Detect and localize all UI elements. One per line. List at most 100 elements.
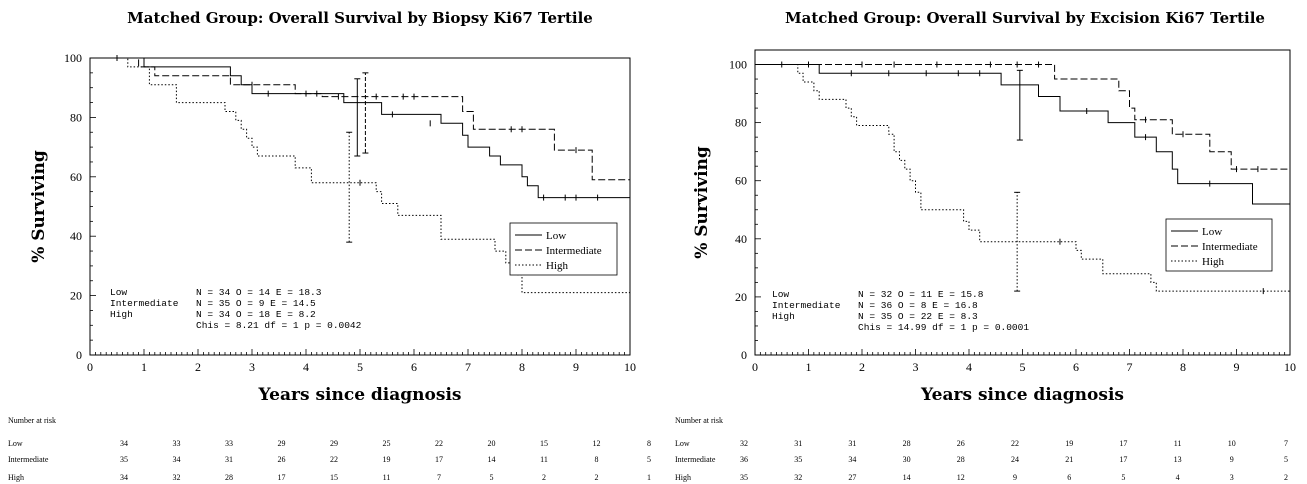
risk-cell: 33 bbox=[225, 439, 233, 448]
risk-row-label: Low bbox=[675, 439, 690, 448]
risk-cell: 21 bbox=[1065, 455, 1073, 464]
risk-cell: 24 bbox=[1011, 455, 1019, 464]
x-tick-label: 1 bbox=[141, 360, 147, 374]
risk-row-label: Low bbox=[8, 439, 23, 448]
stats-group-label: High bbox=[772, 311, 795, 322]
risk-cell: 28 bbox=[225, 473, 233, 482]
stats-group-label: Low bbox=[110, 287, 127, 298]
x-tick-label: 4 bbox=[303, 360, 309, 374]
legend-label: High bbox=[1202, 256, 1225, 268]
stats-group-label: High bbox=[110, 309, 133, 320]
risk-cell: 27 bbox=[848, 473, 856, 482]
risk-cell: 10 bbox=[1228, 439, 1236, 448]
risk-cell: 8 bbox=[647, 439, 651, 448]
x-tick-label: 6 bbox=[1073, 360, 1079, 374]
y-tick-label: 0 bbox=[76, 348, 82, 362]
risk-cell: 12 bbox=[957, 473, 965, 482]
risk-cell: 35 bbox=[120, 455, 128, 464]
risk-cell: 26 bbox=[278, 455, 286, 464]
risk-cell: 2 bbox=[595, 473, 599, 482]
stats-values: N = 35 O = 9 E = 14.5 bbox=[196, 298, 316, 309]
risk-cell: 11 bbox=[1174, 439, 1182, 448]
risk-cell: 32 bbox=[794, 473, 802, 482]
y-tick-label: 80 bbox=[70, 110, 82, 124]
risk-cell: 28 bbox=[903, 439, 911, 448]
risk-cell: 5 bbox=[647, 455, 651, 464]
x-tick-label: 10 bbox=[1284, 360, 1296, 374]
risk-cell: 31 bbox=[794, 439, 802, 448]
risk-cell: 35 bbox=[794, 455, 802, 464]
risk-cell: 29 bbox=[278, 439, 286, 448]
risk-cell: 22 bbox=[330, 455, 338, 464]
risk-cell: 9 bbox=[1230, 455, 1234, 464]
legend-label: High bbox=[546, 260, 569, 272]
y-tick-label: 40 bbox=[70, 229, 82, 243]
risk-cell: 17 bbox=[278, 473, 286, 482]
risk-cell: 5 bbox=[1284, 455, 1288, 464]
risk-cell: 25 bbox=[383, 439, 391, 448]
risk-cell: 36 bbox=[740, 455, 748, 464]
risk-cell: 17 bbox=[435, 455, 443, 464]
x-tick-label: 7 bbox=[1127, 360, 1133, 374]
risk-cell: 19 bbox=[1065, 439, 1073, 448]
risk-row-label: High bbox=[675, 473, 691, 482]
x-tick-label: 5 bbox=[357, 360, 363, 374]
x-tick-label: 3 bbox=[913, 360, 919, 374]
risk-cell: 5 bbox=[490, 473, 494, 482]
y-tick-label: 20 bbox=[70, 289, 82, 303]
risk-cell: 4 bbox=[1176, 473, 1180, 482]
stats-group-label: Intermediate bbox=[772, 300, 841, 311]
chart-title: Matched Group: Overall Survival by Excis… bbox=[785, 9, 1265, 27]
x-tick-label: 3 bbox=[249, 360, 255, 374]
risk-cell: 34 bbox=[120, 473, 128, 482]
chart-panel-2: Matched Group: Overall Survival by Excis… bbox=[675, 9, 1296, 482]
risk-cell: 31 bbox=[848, 439, 856, 448]
stats-values: N = 34 O = 14 E = 18.3 bbox=[196, 287, 322, 298]
x-axis-label: Years since diagnosis bbox=[920, 385, 1124, 405]
risk-cell: 19 bbox=[383, 455, 391, 464]
x-tick-label: 1 bbox=[806, 360, 812, 374]
risk-cell: 22 bbox=[1011, 439, 1019, 448]
risk-row-label: Intermediate bbox=[8, 455, 49, 464]
stats-values: N = 34 O = 18 E = 8.2 bbox=[196, 309, 316, 320]
risk-cell: 5 bbox=[1121, 473, 1125, 482]
x-tick-label: 7 bbox=[465, 360, 471, 374]
risk-cell: 2 bbox=[1284, 473, 1288, 482]
x-tick-label: 2 bbox=[195, 360, 201, 374]
risk-cell: 6 bbox=[1067, 473, 1071, 482]
risk-cell: 26 bbox=[957, 439, 965, 448]
x-tick-label: 2 bbox=[859, 360, 865, 374]
risk-cell: 34 bbox=[173, 455, 181, 464]
risk-table-heading: Number at risk bbox=[675, 416, 723, 425]
risk-cell: 14 bbox=[488, 455, 496, 464]
risk-cell: 11 bbox=[540, 455, 548, 464]
y-tick-label: 60 bbox=[735, 174, 747, 188]
stats-block: Low N = 34 O = 14 E = 18.3 Intermediate N =… bbox=[110, 287, 362, 331]
risk-cell: 33 bbox=[173, 439, 181, 448]
risk-cell: 31 bbox=[225, 455, 233, 464]
survival-curve-high bbox=[755, 64, 1290, 292]
risk-cell: 11 bbox=[383, 473, 391, 482]
stats-values: N = 32 O = 11 E = 15.8 bbox=[858, 289, 984, 300]
stats-block: Low N = 32 O = 11 E = 15.8 Intermediate N =… bbox=[772, 289, 1029, 333]
x-axis-label: Years since diagnosis bbox=[258, 385, 462, 405]
stats-test: Chis = 8.21 df = 1 p = 0.0042 bbox=[196, 320, 362, 331]
risk-cell: 2 bbox=[542, 473, 546, 482]
x-tick-label: 5 bbox=[1020, 360, 1026, 374]
risk-cell: 29 bbox=[330, 439, 338, 448]
y-tick-label: 20 bbox=[735, 290, 747, 304]
x-tick-label: 10 bbox=[624, 360, 636, 374]
risk-cell: 7 bbox=[437, 473, 441, 482]
x-tick-label: 8 bbox=[1180, 360, 1186, 374]
survival-curve-low bbox=[90, 57, 630, 199]
risk-cell: 17 bbox=[1119, 439, 1127, 448]
risk-cell: 13 bbox=[1174, 455, 1182, 464]
risk-cell: 14 bbox=[903, 473, 911, 482]
legend-label: Intermediate bbox=[546, 245, 602, 257]
survival-curve-intermediate bbox=[755, 64, 1291, 201]
legend: Low Intermediate High bbox=[509, 222, 618, 276]
risk-cell: 9 bbox=[1013, 473, 1017, 482]
risk-row-label: High bbox=[8, 473, 24, 482]
chart-title: Matched Group: Overall Survival by Biops… bbox=[127, 9, 593, 27]
